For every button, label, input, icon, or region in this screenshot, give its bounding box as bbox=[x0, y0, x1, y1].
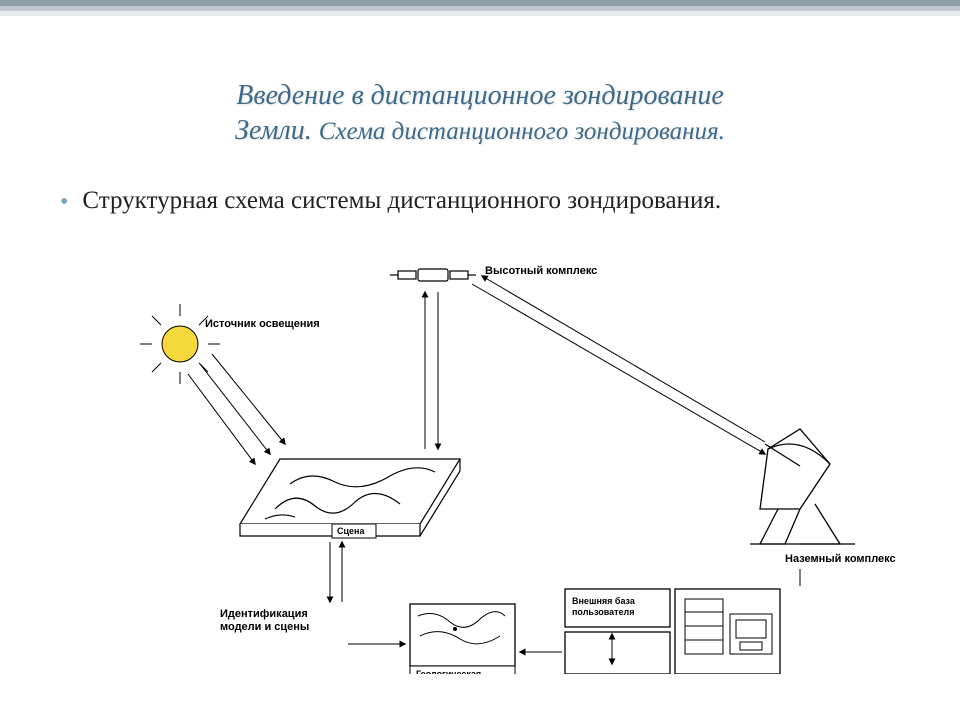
ident-label-1: Идентификация bbox=[220, 608, 308, 620]
sun-label: Источник освещения bbox=[205, 318, 320, 330]
top-stripe bbox=[0, 0, 960, 16]
scene-label: Сцена bbox=[337, 526, 365, 536]
extdb-label-1: Внешняя база bbox=[572, 596, 636, 606]
satellite-label: Высотный комплекс bbox=[485, 265, 597, 277]
slide: Введение в дистанционное зондирование Зе… bbox=[0, 0, 960, 720]
sun-icon bbox=[140, 304, 220, 384]
satellite-antenna-arrow bbox=[472, 276, 765, 454]
remote-sensing-diagram: Источник освещения Высотный комплекс bbox=[100, 254, 900, 674]
user-box bbox=[565, 632, 670, 674]
antenna-label: Наземный комплекс bbox=[785, 553, 896, 565]
geomodel-label-1: Геологическая bbox=[416, 669, 481, 674]
bullet-icon: • bbox=[60, 190, 68, 214]
satellite-icon bbox=[390, 269, 476, 281]
scene-ident-arrow bbox=[330, 542, 342, 602]
title-line-1: Введение в дистанционное зондирование bbox=[60, 78, 900, 113]
ident-label-2: модели и сцены bbox=[220, 621, 309, 633]
bullet-item: • Структурная схема системы дистанционно… bbox=[60, 186, 900, 217]
stripe-3 bbox=[0, 11, 960, 16]
materials-box bbox=[675, 589, 780, 674]
bullet-text: Структурная схема системы дистанционного… bbox=[82, 186, 721, 217]
antenna-icon bbox=[750, 429, 855, 544]
extdb-label-2: пользователя bbox=[572, 607, 635, 617]
rays-arrow bbox=[188, 354, 285, 464]
slide-title: Введение в дистанционное зондирование Зе… bbox=[60, 78, 900, 148]
scene-satellite-arrow bbox=[425, 292, 438, 449]
title-line-2: Земли. Схема дистанционного зондирования… bbox=[60, 113, 900, 148]
geomodel-box bbox=[410, 604, 515, 666]
